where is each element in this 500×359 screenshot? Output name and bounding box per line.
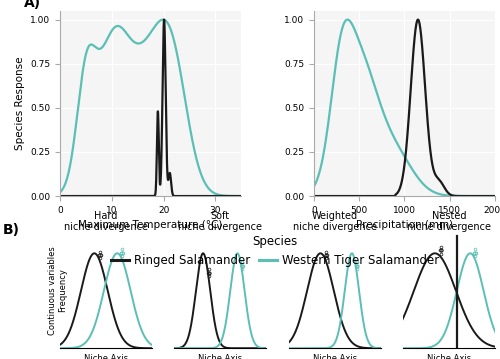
X-axis label: Niche Axis: Niche Axis bbox=[312, 354, 357, 359]
Legend: Ringed Salamander, Western Tiger Salamander: Ringed Salamander, Western Tiger Salaman… bbox=[106, 230, 444, 272]
X-axis label: Niche Axis: Niche Axis bbox=[84, 354, 128, 359]
X-axis label: Precipitation (mm): Precipitation (mm) bbox=[356, 220, 453, 230]
Y-axis label: Species Response: Species Response bbox=[14, 57, 24, 150]
Title: Hard
niche divergence: Hard niche divergence bbox=[64, 211, 148, 232]
Title: Soft
niche divergence: Soft niche divergence bbox=[178, 211, 262, 232]
Text: A): A) bbox=[24, 0, 41, 10]
X-axis label: Niche Axis: Niche Axis bbox=[427, 354, 472, 359]
Text: B): B) bbox=[2, 223, 20, 237]
X-axis label: Maximum Temperature (°C): Maximum Temperature (°C) bbox=[78, 220, 223, 230]
Title: Weighted
niche divergence: Weighted niche divergence bbox=[292, 211, 376, 232]
X-axis label: Niche Axis: Niche Axis bbox=[198, 354, 242, 359]
Y-axis label: Continuous variables
Frequency: Continuous variables Frequency bbox=[48, 246, 67, 335]
Title: Nested
niche divergence: Nested niche divergence bbox=[407, 211, 491, 232]
